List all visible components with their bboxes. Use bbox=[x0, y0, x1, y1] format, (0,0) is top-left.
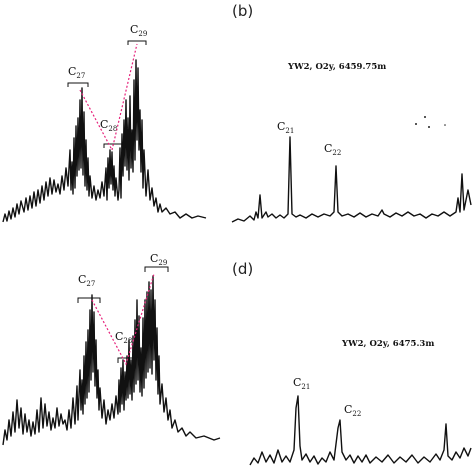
panel-a: C27 C28 C29 bbox=[2, 23, 207, 223]
bracket-c28-a bbox=[103, 143, 123, 148]
peak-label-c27-c: C27 bbox=[77, 273, 101, 303]
peak-label-c21-d: C21 bbox=[293, 376, 310, 391]
peak-link-line-a bbox=[79, 43, 138, 152]
svg-text:C27: C27 bbox=[78, 273, 95, 288]
svg-text:C21: C21 bbox=[277, 120, 294, 135]
peak-label-c22-b: C22 bbox=[324, 142, 341, 157]
svg-text:C28: C28 bbox=[100, 118, 117, 133]
svg-text:C29: C29 bbox=[130, 23, 147, 38]
sample-label-d: YW2, O2y, 6475.3m bbox=[341, 339, 434, 349]
svg-text:C21: C21 bbox=[293, 376, 310, 391]
panel-d: (d) YW2, O2y, 6475.3m C21 C22 bbox=[232, 260, 472, 466]
panel-letter-b: (b) bbox=[232, 2, 253, 20]
trace-panel-c bbox=[2, 275, 221, 446]
sample-label-b: YW2, O2y, 6459.75m bbox=[287, 62, 386, 72]
peak-label-c29-c: C29 bbox=[144, 252, 169, 272]
peak-label-c22-d: C22 bbox=[344, 403, 361, 418]
bracket-c28-c bbox=[117, 357, 135, 363]
bracket-c27-a bbox=[67, 82, 89, 87]
bracket-c29-a bbox=[127, 40, 147, 45]
trace-panel-a bbox=[2, 59, 207, 223]
svg-text:C28: C28 bbox=[115, 330, 132, 345]
peak-label-c29-a: C29 bbox=[127, 23, 147, 45]
peak-label-c28-a: C28 bbox=[100, 118, 123, 148]
dust-marks-b bbox=[415, 116, 446, 128]
peak-label-c28-c: C28 bbox=[115, 330, 135, 363]
peak-label-c27-a: C27 bbox=[67, 65, 89, 87]
panel-b: (b) YW2, O2y, 6459.75m C21 C22 bbox=[231, 2, 472, 223]
panel-letter-d: (d) bbox=[232, 260, 253, 278]
trace-panel-d bbox=[249, 395, 472, 466]
trace-panel-b bbox=[231, 136, 472, 223]
peak-label-c21-b: C21 bbox=[277, 120, 294, 135]
svg-text:C22: C22 bbox=[324, 142, 341, 157]
panel-c: C27 C28 C29 bbox=[2, 252, 221, 446]
svg-text:C29: C29 bbox=[150, 252, 167, 267]
bracket-c27-c bbox=[77, 297, 101, 303]
svg-text:C22: C22 bbox=[344, 403, 361, 418]
svg-text:C27: C27 bbox=[68, 65, 85, 80]
peak-link-line-c bbox=[91, 273, 155, 366]
bracket-c29-c bbox=[144, 266, 169, 272]
